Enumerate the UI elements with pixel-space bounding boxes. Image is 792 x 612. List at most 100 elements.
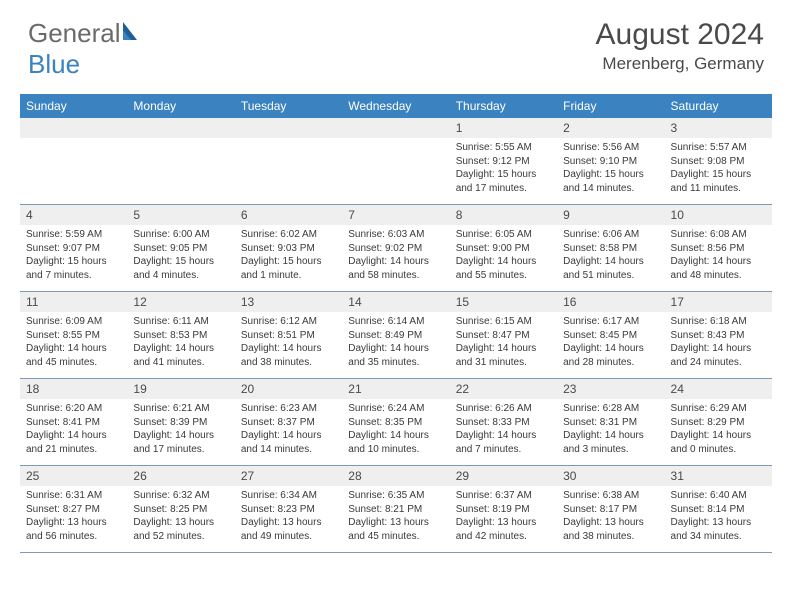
day-details: Sunrise: 6:28 AMSunset: 8:31 PMDaylight:… bbox=[557, 399, 664, 462]
day-number bbox=[342, 118, 449, 138]
calendar-cell: 24Sunrise: 6:29 AMSunset: 8:29 PMDayligh… bbox=[665, 379, 772, 465]
day-details: Sunrise: 6:21 AMSunset: 8:39 PMDaylight:… bbox=[127, 399, 234, 462]
calendar-cell: 9Sunrise: 6:06 AMSunset: 8:58 PMDaylight… bbox=[557, 205, 664, 291]
day-number bbox=[127, 118, 234, 138]
weekday-header: Friday bbox=[557, 94, 664, 118]
day-number: 8 bbox=[450, 205, 557, 225]
day-number: 6 bbox=[235, 205, 342, 225]
day-details: Sunrise: 6:23 AMSunset: 8:37 PMDaylight:… bbox=[235, 399, 342, 462]
weekday-header: Tuesday bbox=[235, 94, 342, 118]
day-number bbox=[235, 118, 342, 138]
day-details: Sunrise: 6:18 AMSunset: 8:43 PMDaylight:… bbox=[665, 312, 772, 375]
calendar-week-row: 4Sunrise: 5:59 AMSunset: 9:07 PMDaylight… bbox=[20, 205, 772, 292]
day-number: 18 bbox=[20, 379, 127, 399]
day-number: 26 bbox=[127, 466, 234, 486]
brand-logo: GeneralBlue bbox=[28, 18, 141, 80]
day-number: 4 bbox=[20, 205, 127, 225]
calendar-cell: 1Sunrise: 5:55 AMSunset: 9:12 PMDaylight… bbox=[450, 118, 557, 204]
day-number: 9 bbox=[557, 205, 664, 225]
day-number: 13 bbox=[235, 292, 342, 312]
month-title: August 2024 bbox=[596, 18, 764, 52]
calendar-cell: 4Sunrise: 5:59 AMSunset: 9:07 PMDaylight… bbox=[20, 205, 127, 291]
day-details: Sunrise: 6:40 AMSunset: 8:14 PMDaylight:… bbox=[665, 486, 772, 549]
day-number: 1 bbox=[450, 118, 557, 138]
calendar-cell: 25Sunrise: 6:31 AMSunset: 8:27 PMDayligh… bbox=[20, 466, 127, 552]
day-details: Sunrise: 6:11 AMSunset: 8:53 PMDaylight:… bbox=[127, 312, 234, 375]
day-number: 10 bbox=[665, 205, 772, 225]
day-details: Sunrise: 6:37 AMSunset: 8:19 PMDaylight:… bbox=[450, 486, 557, 549]
brand-part2: Blue bbox=[28, 49, 80, 79]
day-number: 20 bbox=[235, 379, 342, 399]
day-number: 24 bbox=[665, 379, 772, 399]
calendar-cell: 29Sunrise: 6:37 AMSunset: 8:19 PMDayligh… bbox=[450, 466, 557, 552]
weekday-header: Monday bbox=[127, 94, 234, 118]
day-details: Sunrise: 6:34 AMSunset: 8:23 PMDaylight:… bbox=[235, 486, 342, 549]
day-number bbox=[20, 118, 127, 138]
day-number: 21 bbox=[342, 379, 449, 399]
weekday-header: Saturday bbox=[665, 94, 772, 118]
day-details: Sunrise: 5:56 AMSunset: 9:10 PMDaylight:… bbox=[557, 138, 664, 201]
day-details: Sunrise: 6:05 AMSunset: 9:00 PMDaylight:… bbox=[450, 225, 557, 288]
day-details: Sunrise: 6:31 AMSunset: 8:27 PMDaylight:… bbox=[20, 486, 127, 549]
day-number: 23 bbox=[557, 379, 664, 399]
day-number: 7 bbox=[342, 205, 449, 225]
day-number: 19 bbox=[127, 379, 234, 399]
day-details: Sunrise: 6:35 AMSunset: 8:21 PMDaylight:… bbox=[342, 486, 449, 549]
day-details: Sunrise: 6:29 AMSunset: 8:29 PMDaylight:… bbox=[665, 399, 772, 462]
calendar-cell: 30Sunrise: 6:38 AMSunset: 8:17 PMDayligh… bbox=[557, 466, 664, 552]
day-details: Sunrise: 6:20 AMSunset: 8:41 PMDaylight:… bbox=[20, 399, 127, 462]
calendar-cell: 13Sunrise: 6:12 AMSunset: 8:51 PMDayligh… bbox=[235, 292, 342, 378]
calendar-grid: Sunday Monday Tuesday Wednesday Thursday… bbox=[20, 94, 772, 553]
day-number: 31 bbox=[665, 466, 772, 486]
calendar-cell: 28Sunrise: 6:35 AMSunset: 8:21 PMDayligh… bbox=[342, 466, 449, 552]
day-number: 29 bbox=[450, 466, 557, 486]
calendar-cell: 27Sunrise: 6:34 AMSunset: 8:23 PMDayligh… bbox=[235, 466, 342, 552]
day-details: Sunrise: 5:57 AMSunset: 9:08 PMDaylight:… bbox=[665, 138, 772, 201]
day-number: 30 bbox=[557, 466, 664, 486]
title-block: August 2024 Merenberg, Germany bbox=[596, 18, 764, 74]
calendar-cell: 15Sunrise: 6:15 AMSunset: 8:47 PMDayligh… bbox=[450, 292, 557, 378]
day-number: 2 bbox=[557, 118, 664, 138]
calendar-cell: 10Sunrise: 6:08 AMSunset: 8:56 PMDayligh… bbox=[665, 205, 772, 291]
calendar-cell: 31Sunrise: 6:40 AMSunset: 8:14 PMDayligh… bbox=[665, 466, 772, 552]
calendar-cell bbox=[127, 118, 234, 204]
day-number: 5 bbox=[127, 205, 234, 225]
calendar-week-row: 18Sunrise: 6:20 AMSunset: 8:41 PMDayligh… bbox=[20, 379, 772, 466]
brand-text: GeneralBlue bbox=[28, 18, 141, 80]
day-number: 15 bbox=[450, 292, 557, 312]
calendar-cell: 19Sunrise: 6:21 AMSunset: 8:39 PMDayligh… bbox=[127, 379, 234, 465]
calendar-week-row: 1Sunrise: 5:55 AMSunset: 9:12 PMDaylight… bbox=[20, 118, 772, 205]
day-number: 12 bbox=[127, 292, 234, 312]
weekday-header: Thursday bbox=[450, 94, 557, 118]
calendar-cell bbox=[20, 118, 127, 204]
day-details: Sunrise: 6:26 AMSunset: 8:33 PMDaylight:… bbox=[450, 399, 557, 462]
weekday-header: Wednesday bbox=[342, 94, 449, 118]
calendar-cell: 2Sunrise: 5:56 AMSunset: 9:10 PMDaylight… bbox=[557, 118, 664, 204]
calendar-cell: 5Sunrise: 6:00 AMSunset: 9:05 PMDaylight… bbox=[127, 205, 234, 291]
day-details: Sunrise: 6:09 AMSunset: 8:55 PMDaylight:… bbox=[20, 312, 127, 375]
calendar-cell: 8Sunrise: 6:05 AMSunset: 9:00 PMDaylight… bbox=[450, 205, 557, 291]
day-number: 25 bbox=[20, 466, 127, 486]
weekday-header-row: Sunday Monday Tuesday Wednesday Thursday… bbox=[20, 94, 772, 118]
sail-icon bbox=[121, 18, 141, 49]
day-details: Sunrise: 6:15 AMSunset: 8:47 PMDaylight:… bbox=[450, 312, 557, 375]
calendar-cell: 3Sunrise: 5:57 AMSunset: 9:08 PMDaylight… bbox=[665, 118, 772, 204]
day-number: 22 bbox=[450, 379, 557, 399]
day-details: Sunrise: 6:12 AMSunset: 8:51 PMDaylight:… bbox=[235, 312, 342, 375]
calendar-cell: 17Sunrise: 6:18 AMSunset: 8:43 PMDayligh… bbox=[665, 292, 772, 378]
calendar-cell: 26Sunrise: 6:32 AMSunset: 8:25 PMDayligh… bbox=[127, 466, 234, 552]
day-details: Sunrise: 5:55 AMSunset: 9:12 PMDaylight:… bbox=[450, 138, 557, 201]
page-header: GeneralBlue August 2024 Merenberg, Germa… bbox=[0, 0, 792, 88]
calendar-cell: 7Sunrise: 6:03 AMSunset: 9:02 PMDaylight… bbox=[342, 205, 449, 291]
day-number: 14 bbox=[342, 292, 449, 312]
weekday-header: Sunday bbox=[20, 94, 127, 118]
day-number: 27 bbox=[235, 466, 342, 486]
day-details: Sunrise: 6:00 AMSunset: 9:05 PMDaylight:… bbox=[127, 225, 234, 288]
day-number: 28 bbox=[342, 466, 449, 486]
calendar-cell: 22Sunrise: 6:26 AMSunset: 8:33 PMDayligh… bbox=[450, 379, 557, 465]
calendar-cell: 6Sunrise: 6:02 AMSunset: 9:03 PMDaylight… bbox=[235, 205, 342, 291]
calendar-cell: 11Sunrise: 6:09 AMSunset: 8:55 PMDayligh… bbox=[20, 292, 127, 378]
day-number: 17 bbox=[665, 292, 772, 312]
calendar-week-row: 11Sunrise: 6:09 AMSunset: 8:55 PMDayligh… bbox=[20, 292, 772, 379]
day-number: 11 bbox=[20, 292, 127, 312]
